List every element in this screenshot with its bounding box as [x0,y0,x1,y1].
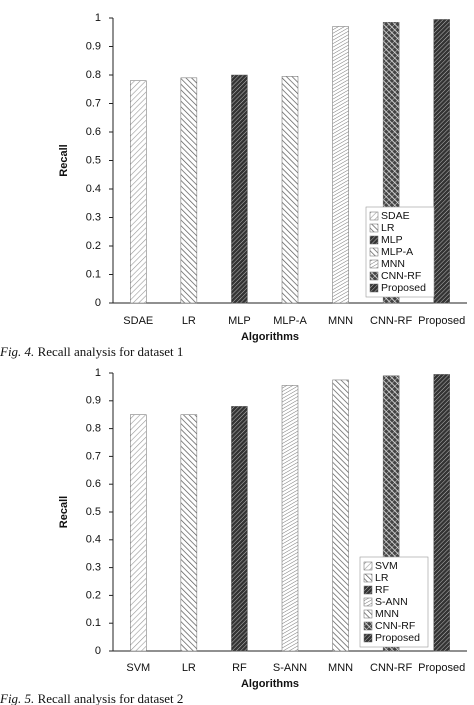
bar [332,379,349,652]
bar [130,80,147,304]
y-tick-label: 0.9 [86,395,101,407]
legend-label: MNN [381,258,405,270]
legend-swatch [363,585,373,595]
x-tick-label: MLP-A [273,315,307,327]
y-tick-label: 0.8 [86,423,101,435]
caption-label: Fig. 4. [0,344,34,359]
x-axis-title: Algorithms [241,678,299,690]
caption-label: Fig. 5. [0,691,34,705]
x-tick-label: MNN [328,315,353,327]
bar [281,76,299,304]
y-tick-label: 0.4 [86,534,101,546]
caption-text: Recall analysis for dataset 2 [38,691,184,705]
y-tick-label: 0.7 [86,450,101,462]
bar [433,374,450,652]
legend-label: RF [375,584,389,596]
legend-label: SDAE [381,210,410,222]
y-axis-title: Recall [58,496,70,528]
y-tick-label: 0 [95,297,101,309]
x-tick-label: LR [182,662,196,674]
x-tick-label: Proposed [418,315,465,327]
y-tick-label: 0.2 [86,240,101,252]
bar [332,26,349,304]
x-tick-label: SVM [126,662,150,674]
caption: Fig. 5. Recall analysis for dataset 2 [0,691,183,705]
caption-text: Recall analysis for dataset 1 [38,344,184,359]
bar [231,74,248,304]
legend-swatch [363,621,373,631]
legend-label: MLP [381,234,403,246]
legend-label: MLP-A [381,246,413,258]
bar [180,414,198,652]
legend-label: SVM [375,560,398,572]
legend-label: MNN [375,608,399,620]
legend-swatch [363,573,373,583]
bar [281,385,299,652]
y-tick-label: 0.4 [86,183,101,195]
y-tick-label: 0.2 [86,589,101,601]
y-tick-label: 0.9 [86,40,101,52]
y-tick-label: 0.1 [86,617,101,629]
legend-label: CNN-RF [381,270,421,282]
y-tick-label: 0.8 [86,69,101,81]
legend-swatch [369,283,379,293]
legend-swatch [369,247,379,257]
x-tick-label: CNN-RF [370,662,412,674]
legend-label: LR [381,222,395,234]
x-tick-label: SDAE [123,315,153,327]
x-tick-label: MNN [328,662,353,674]
legend-swatch [369,223,379,233]
y-tick-label: 0.3 [86,211,101,223]
y-axis-title: Recall [58,144,70,176]
x-tick-label: CNN-RF [370,315,412,327]
legend-swatch [369,211,379,221]
legend-label: Proposed [375,632,420,644]
legend-swatch [369,271,379,281]
x-tick-label: S-ANN [273,662,307,674]
legend-swatch [363,609,373,619]
y-tick-label: 1 [95,367,101,379]
legend-label: Proposed [381,282,426,294]
x-tick-label: MLP [228,315,251,327]
y-tick-label: 0.7 [86,97,101,109]
y-tick-label: 0.5 [86,154,101,166]
bar [231,406,248,652]
legend-swatch [369,235,379,245]
bar [130,414,147,652]
x-axis-title: Algorithms [241,331,299,343]
legend-swatch [363,597,373,607]
y-tick-label: 0 [95,645,101,657]
y-tick-label: 0.1 [86,268,101,280]
legend-label: S-ANN [375,596,408,608]
y-tick-label: 0.3 [86,562,101,574]
x-tick-label: RF [232,662,247,674]
legend-swatch [369,259,379,269]
legend-swatch [363,633,373,643]
x-tick-label: LR [182,315,196,327]
y-tick-label: 1 [95,12,101,24]
y-tick-label: 0.6 [86,478,101,490]
x-tick-label: Proposed [418,662,465,674]
bar [180,77,198,304]
legend-label: CNN-RF [375,620,415,632]
y-tick-label: 0.6 [86,126,101,138]
legend-swatch [363,561,373,571]
legend-label: LR [375,572,389,584]
caption: Fig. 4. Recall analysis for dataset 1 [0,344,183,359]
y-tick-label: 0.5 [86,506,101,518]
bar [433,19,450,304]
